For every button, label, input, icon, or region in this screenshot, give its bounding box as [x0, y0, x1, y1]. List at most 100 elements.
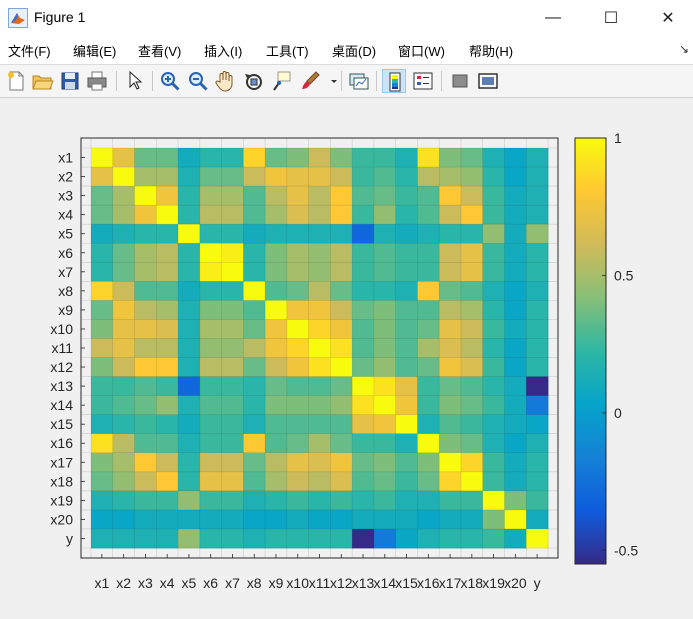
close-button[interactable]: ✕	[640, 0, 693, 36]
heatmap-cell-x5-y	[526, 224, 549, 244]
heatmap-cell-x7-x6	[199, 262, 222, 282]
heatmap-cell-x3-x6	[199, 186, 222, 206]
heatmap-cell-x12-x5	[178, 357, 201, 377]
colorbar-tick-label: -0.5	[614, 542, 638, 558]
x-tick-label: x16	[417, 575, 440, 591]
maximize-button[interactable]: ☐	[583, 0, 639, 36]
heatmap-cell-x17-x5	[178, 452, 201, 473]
heatmap-cell-x17-x19	[482, 452, 505, 473]
menu-insert[interactable]: 插入(I)	[204, 44, 243, 59]
legend-icon[interactable]	[411, 69, 435, 93]
heatmap-cell-x2-x16	[417, 167, 440, 187]
show-plot-tools-icon[interactable]	[476, 69, 500, 93]
print-icon[interactable]	[85, 69, 109, 93]
heatmap-cell-x13-x14	[373, 376, 397, 397]
heatmap-cell-x1-x10	[286, 148, 310, 168]
new-figure-icon[interactable]	[4, 69, 28, 93]
heatmap-cell-x15-x1	[91, 414, 114, 435]
heatmap-cell-x20-x2	[112, 509, 135, 530]
heatmap-cell-x16-x9	[265, 433, 288, 454]
heatmap-cell-x7-x20	[504, 262, 527, 282]
heatmap-cell-y-x4	[156, 528, 179, 549]
menu-file[interactable]: 文件(F)	[8, 44, 51, 59]
heatmap-cell-x11-x14	[373, 338, 397, 358]
menu-help[interactable]: 帮助(H)	[469, 44, 514, 59]
open-file-icon[interactable]	[30, 69, 54, 93]
hide-plot-tools-icon[interactable]	[448, 69, 472, 93]
heatmap-cell-x15-x2	[112, 414, 135, 435]
zoom-out-icon[interactable]	[186, 69, 210, 93]
heatmap-cell-x14-x10	[286, 395, 310, 416]
menu-view[interactable]: 查看(V)	[138, 44, 182, 59]
link-plot-icon[interactable]	[347, 69, 371, 93]
brush-icon[interactable]	[298, 69, 322, 93]
heatmap-cell-x2-x20	[504, 167, 527, 187]
rotate-3d-icon[interactable]	[242, 69, 266, 93]
heatmap-cell-x1-x13	[352, 148, 375, 168]
y-tick-label: x19	[50, 492, 73, 508]
heatmap-cell-x15-x17	[439, 414, 462, 435]
heatmap-cell-x12-x20	[504, 357, 527, 377]
heatmap-cell-x8-x18	[460, 281, 484, 301]
heatmap-cell-x9-x2	[112, 300, 135, 320]
heatmap-cell-x11-x1	[91, 338, 114, 358]
colorbar-icon[interactable]	[382, 69, 406, 93]
dock-arrow-icon[interactable]: ↘	[678, 42, 689, 56]
heatmap-cell-x12-x16	[417, 357, 440, 377]
heatmap-cell-x19-y	[526, 490, 549, 511]
heatmap-cell-x2-x2	[112, 167, 135, 187]
menu-edit[interactable]: 编辑(E)	[73, 44, 117, 59]
heatmap-cell-x8-x3	[134, 281, 157, 301]
heatmap-cell-x7-x19	[482, 262, 505, 282]
heatmap-cell-x4-x5	[178, 205, 201, 225]
heatmap-cell-x14-x17	[439, 395, 462, 416]
heatmap-cell-x4-x19	[482, 205, 505, 225]
heatmap-cell-x7-x9	[265, 262, 288, 282]
data-cursor-icon[interactable]	[270, 69, 294, 93]
heatmap-cell-x10-x15	[395, 319, 418, 339]
figure-canvas[interactable]: x1x2x3x4x5x6x7x8x9x10x11x12x13x14x15x16x…	[0, 97, 693, 619]
minimize-button[interactable]: —	[525, 0, 581, 36]
heatmap-cell-x20-x17	[439, 509, 462, 530]
heatmap-cell-x19-x19	[482, 490, 505, 511]
heatmap-cell-x8-x15	[395, 281, 418, 301]
heatmap-cell-x20-x5	[178, 509, 201, 530]
heatmap-cell-x5-x11	[308, 224, 331, 244]
heatmap-cell-x14-x16	[417, 395, 440, 416]
y-tick-label: x7	[58, 264, 73, 280]
heatmap-cell-x9-x1	[91, 300, 114, 320]
heatmap-cell-x9-x6	[199, 300, 222, 320]
heatmap-cell-x12-x6	[199, 357, 222, 377]
x-tick-label: x1	[95, 575, 110, 591]
zoom-in-icon[interactable]	[158, 69, 182, 93]
heatmap-cell-x3-x2	[112, 186, 135, 206]
menu-window[interactable]: 窗口(W)	[398, 44, 445, 59]
select-arrow-icon[interactable]	[122, 69, 146, 93]
save-icon[interactable]	[58, 69, 82, 93]
heatmap-cell-x7-x2	[112, 262, 135, 282]
y-tick-label: x16	[50, 435, 73, 451]
heatmap-cell-x1-x8	[243, 148, 266, 168]
heatmap-cell-x2-x18	[460, 167, 484, 187]
menu-tools[interactable]: 工具(T)	[266, 44, 309, 59]
y-tick-label: x4	[58, 207, 73, 223]
colorbar-tick-label: 1	[614, 130, 622, 146]
x-tick-label: x3	[138, 575, 153, 591]
heatmap-cell-x6-x12	[330, 243, 353, 263]
heatmap-cell-x13-x3	[134, 376, 157, 397]
heatmap-cell-y-x15	[395, 528, 418, 549]
heatmap-cell-x18-x20	[504, 471, 527, 492]
heatmap-cell-x3-x20	[504, 186, 527, 206]
pan-hand-icon[interactable]	[213, 69, 237, 93]
heatmap-cell-x12-x17	[439, 357, 462, 377]
heatmap-cell-x17-x12	[330, 452, 353, 473]
heatmap-cell-x14-x19	[482, 395, 505, 416]
colorbar[interactable]: 1 0.5 0 -0.5	[574, 130, 638, 565]
heatmap-cell-x7-x14	[373, 262, 397, 282]
heatmap-cell-x6-x6	[199, 243, 222, 263]
heatmap-cell-x14-y	[526, 395, 549, 416]
menu-desktop[interactable]: 桌面(D)	[332, 44, 377, 59]
heatmap-cell-x20-x4	[156, 509, 179, 530]
heatmap-cell-x16-x18	[460, 433, 484, 454]
brush-dropdown-icon[interactable]	[322, 69, 337, 93]
